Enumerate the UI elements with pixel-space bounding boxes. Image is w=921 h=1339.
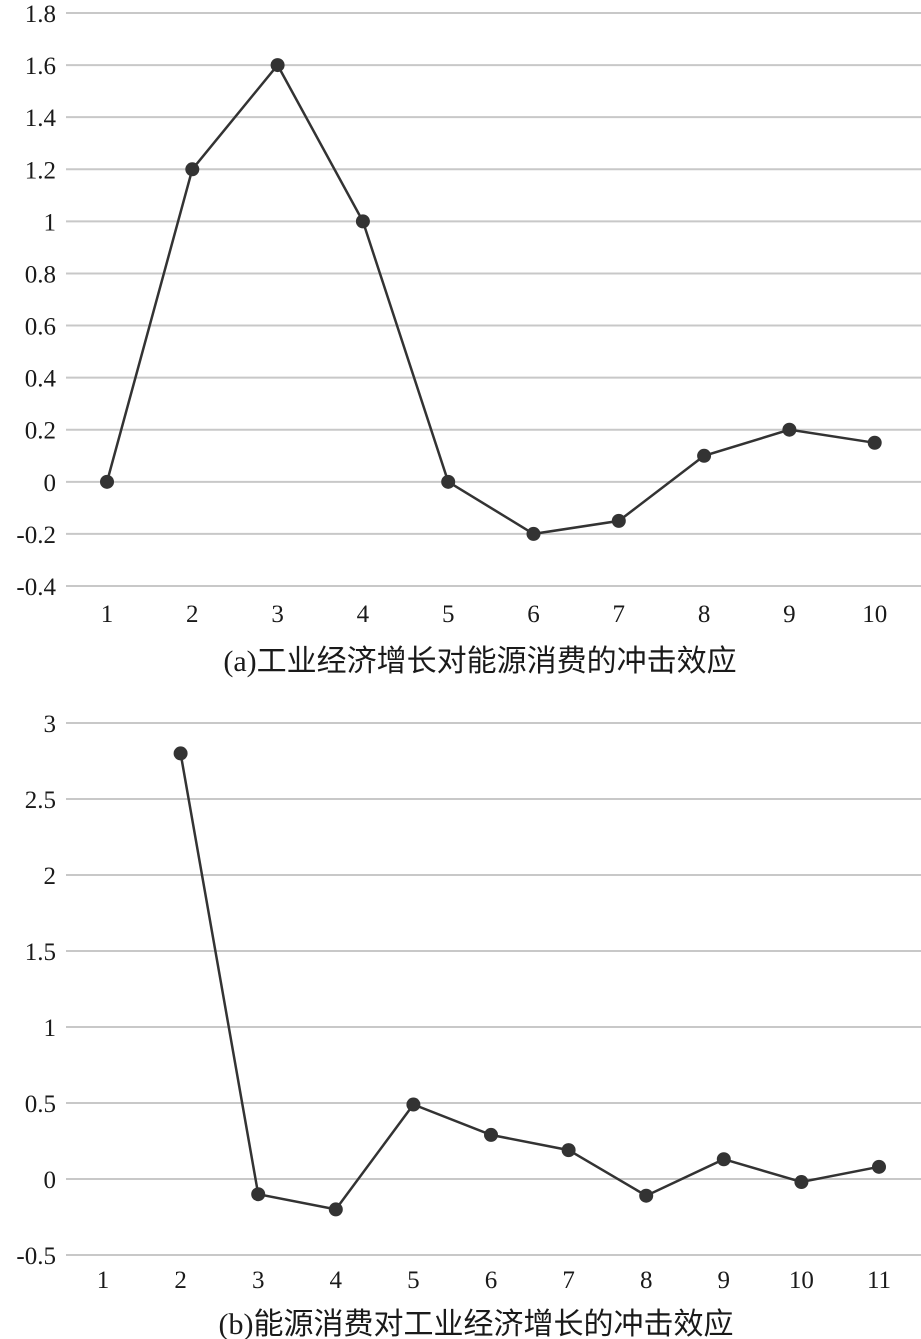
- a-y-tick-label: 1.6: [25, 53, 56, 80]
- a-data-point: [355, 214, 370, 229]
- a-x-tick-label: 4: [357, 601, 370, 628]
- a-data-point: [611, 513, 626, 528]
- b-x-tick-label: 8: [640, 1267, 653, 1294]
- b-y-tick-label: 2: [44, 863, 57, 890]
- a-data-point: [441, 474, 456, 489]
- b-data-point: [561, 1143, 576, 1158]
- a-data-point: [867, 435, 882, 450]
- b-data-point: [406, 1097, 421, 1112]
- a-y-tick-label: 1.2: [25, 157, 56, 184]
- a-y-tick-label: 1: [44, 209, 57, 236]
- a-x-tick-label: 10: [862, 601, 887, 628]
- b-x-tick-label: 3: [252, 1267, 265, 1294]
- b-data-point: [251, 1187, 266, 1202]
- b-data-point: [639, 1188, 654, 1203]
- b-y-tick-label: 1: [44, 1015, 57, 1042]
- a-y-tick-label: 0.8: [25, 261, 56, 288]
- b-data-point: [794, 1175, 809, 1190]
- a-x-tick-label: 6: [527, 601, 540, 628]
- b-x-tick-label: 1: [97, 1267, 110, 1294]
- b-y-tick-label: 0: [44, 1167, 57, 1194]
- a-y-tick-label: 0.4: [25, 366, 57, 393]
- a-data-point: [526, 526, 541, 541]
- chart-a: -0.4 -0.2 0 0.2 0.4 0.6 0.8 1 1.2 1.4 1.6 1.8 1 2 3 4 5 6…: [16, 1, 921, 628]
- a-x-tick-label: 5: [442, 601, 455, 628]
- a-y-tick-label: 1.4: [25, 105, 57, 132]
- a-x-tick-label: 9: [783, 601, 796, 628]
- b-y-tick-label: 2.5: [25, 787, 56, 814]
- a-data-point: [697, 448, 712, 463]
- b-x-tick-label: 5: [407, 1267, 420, 1294]
- a-data-point: [100, 474, 114, 489]
- b-data-point: [173, 746, 188, 761]
- b-x-tick-label: 2: [174, 1267, 187, 1294]
- b-y-tick-label: 0.5: [25, 1091, 56, 1118]
- a-x-tick-label: 3: [271, 601, 284, 628]
- a-y-tick-label: -0.2: [16, 522, 56, 549]
- chart-a-title: (a)工业经济增长对能源消费的冲击效应: [223, 645, 736, 678]
- a-y-tick-label: 1.8: [25, 1, 56, 28]
- a-y-tick-label: 0.2: [25, 418, 56, 445]
- b-data-point: [328, 1202, 343, 1217]
- chart-b: -0.5 0 0.5 1 1.5 2 2.5 3 1 2 3 4 5 6 7 8 9 10 11: [16, 711, 921, 1294]
- b-data-point: [484, 1127, 498, 1142]
- a-data-point: [782, 422, 797, 437]
- b-data-point: [872, 1159, 886, 1174]
- a-y-tick-label: 0: [44, 470, 57, 497]
- a-series-line: [105, 62, 875, 536]
- a-y-tick-label: 0.6: [25, 314, 56, 341]
- b-y-tick-label: -0.5: [16, 1243, 56, 1270]
- a-data-point: [270, 58, 285, 73]
- b-x-tick-label: 6: [485, 1267, 498, 1294]
- b-x-tick-label: 7: [562, 1267, 575, 1294]
- b-y-tick-label: 1.5: [25, 939, 56, 966]
- chart-b-title: (b)能源消费对工业经济增长的冲击效应: [219, 1308, 734, 1339]
- a-x-tick-label: 8: [698, 601, 711, 628]
- a-x-tick-label: 1: [101, 601, 114, 628]
- b-x-tick-label: 10: [789, 1267, 814, 1294]
- a-x-tick-label: 2: [186, 601, 199, 628]
- a-x-tick-label: 7: [613, 601, 626, 628]
- b-series-line: [179, 753, 880, 1211]
- b-x-tick-label: 9: [718, 1267, 731, 1294]
- b-y-tick-label: 3: [44, 711, 57, 738]
- a-data-point: [185, 162, 200, 177]
- b-x-tick-label: 11: [867, 1267, 891, 1294]
- b-x-tick-label: 4: [330, 1267, 343, 1294]
- a-y-tick-label: -0.4: [16, 574, 56, 601]
- b-data-point: [716, 1152, 731, 1167]
